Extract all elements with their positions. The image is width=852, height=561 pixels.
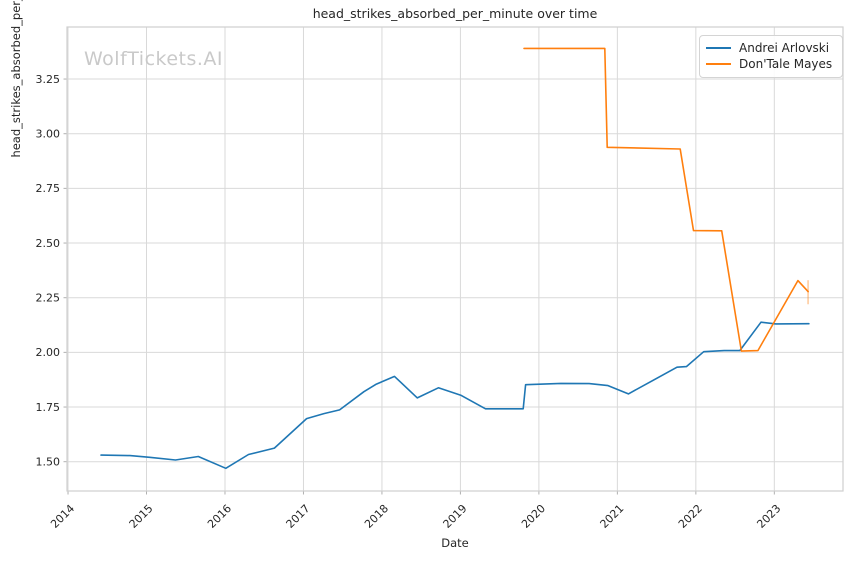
x-tick-label: 2021 [598,502,627,531]
legend: Andrei Arlovski Don'Tale Mayes [699,35,843,78]
watermark-text: WolfTickets.AI [84,48,224,70]
legend-line-swatch [706,46,731,50]
series-line [100,321,810,470]
chart-title: head_strikes_absorbed_per_minute over ti… [312,6,598,21]
x-tick-label: 2023 [754,502,783,531]
x-axis-title: Date [441,536,469,550]
y-tick-label: 3.25 [36,73,61,86]
legend-line-swatch [706,62,731,66]
y-axis-title: head_strikes_absorbed_per_minute [9,0,23,158]
legend-item: Don'Tale Mayes [706,56,834,72]
x-tick-label: 2016 [205,502,234,531]
y-tick-label: 2.25 [36,292,61,305]
x-tick-label: 2022 [676,502,705,531]
legend-label: Andrei Arlovski [739,41,830,55]
series-line [523,47,809,352]
y-tick-label: 2.00 [36,346,61,359]
y-tick-label: 3.00 [36,128,61,141]
legend-label: Don'Tale Mayes [739,57,833,71]
x-tick-label: 2014 [48,502,77,531]
y-tick-label: 1.50 [36,455,61,468]
x-tick-label: 2020 [519,502,548,531]
y-tick-label: 1.75 [36,401,61,414]
plot-frame [66,26,844,492]
x-tick-label: 2017 [284,502,313,531]
x-tick-label: 2019 [441,502,470,531]
x-tick-label: 2018 [362,502,391,531]
x-tick-label: 2015 [127,502,156,531]
y-tick-label: 2.75 [36,182,61,195]
y-tick-label: 2.50 [36,237,61,250]
legend-item: Andrei Arlovski [706,40,834,56]
